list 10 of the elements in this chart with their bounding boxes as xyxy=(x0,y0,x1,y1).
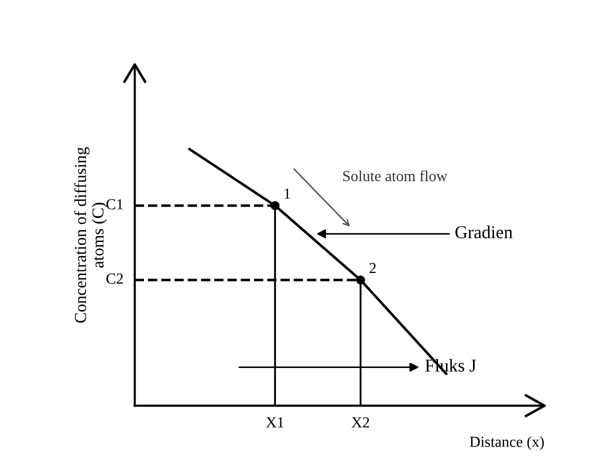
annotation: Solute atom flow xyxy=(343,170,448,182)
x-axis-title: Distance (x) xyxy=(470,436,544,450)
annotation: 2 xyxy=(370,262,376,274)
y-axis-title: Concentration of diffusing atoms (C) xyxy=(74,147,107,323)
annotation: Gradien xyxy=(455,226,513,238)
x-tick-label: X2 xyxy=(352,417,370,428)
x-tick-label: X1 xyxy=(266,417,284,428)
annotation: 1 xyxy=(284,188,290,199)
text: C1 xyxy=(106,199,123,210)
text: C2 xyxy=(106,274,123,284)
